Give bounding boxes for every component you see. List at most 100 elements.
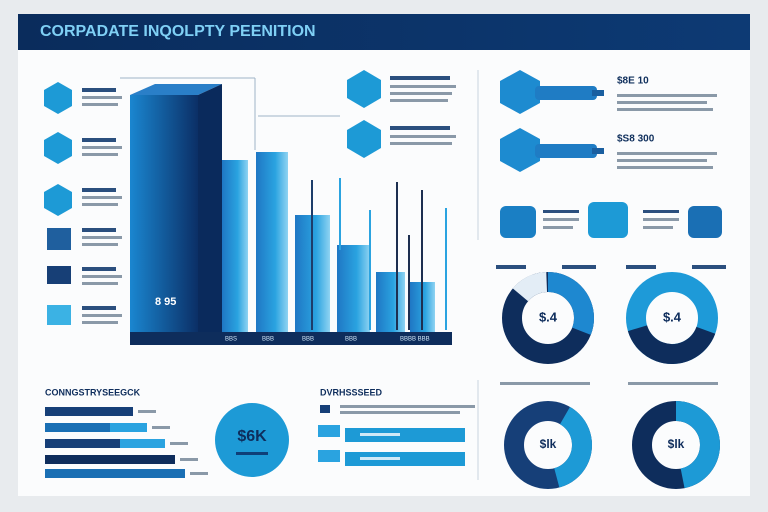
text-placeholder <box>138 410 156 413</box>
bar <box>337 245 370 332</box>
left-text-lines <box>82 88 122 324</box>
donut-segment <box>626 272 718 364</box>
text-placeholder <box>82 267 116 271</box>
text-placeholder <box>643 226 673 229</box>
icon <box>318 425 340 437</box>
text-placeholder <box>82 321 118 324</box>
donut-segment <box>502 272 594 364</box>
hex-icon <box>44 132 72 164</box>
text-placeholder <box>390 126 450 130</box>
hex-icon <box>347 70 381 108</box>
hbar <box>45 423 147 432</box>
text-placeholder <box>617 108 713 111</box>
donut-segment <box>502 272 594 364</box>
icon <box>47 266 71 284</box>
text-placeholder <box>643 210 679 213</box>
text-placeholder <box>390 76 450 80</box>
donut-segment <box>504 401 592 489</box>
bar-chart: 8 95 BBS BBB BBB BBB BBBB BBB <box>120 77 452 345</box>
icon <box>688 206 722 238</box>
text-placeholder <box>82 203 118 206</box>
section-title: DVRHSSSEED <box>320 387 383 397</box>
text-placeholder <box>82 236 122 239</box>
text-placeholder <box>340 411 460 414</box>
text-placeholder <box>643 218 679 221</box>
text-placeholder <box>500 382 590 385</box>
text-placeholder <box>82 228 116 232</box>
base-label: BBB <box>262 337 274 343</box>
text-placeholder <box>82 103 118 106</box>
text-placeholder <box>496 265 526 269</box>
pointer <box>535 144 597 158</box>
text-placeholder <box>82 96 122 99</box>
icon <box>47 228 71 250</box>
text-placeholder <box>390 142 452 145</box>
hex-icon <box>500 128 540 172</box>
text-placeholder <box>180 458 198 461</box>
hbar <box>120 439 165 448</box>
text-placeholder <box>390 135 456 138</box>
text-placeholder <box>562 265 596 269</box>
base-label: BBBB BBB <box>400 337 430 343</box>
bar <box>376 272 405 332</box>
text-placeholder <box>82 314 122 317</box>
text-placeholder <box>170 442 188 445</box>
donut-label: $lk <box>668 437 685 451</box>
text-placeholder <box>626 265 656 269</box>
icon <box>588 202 628 238</box>
stat-label: $6K <box>237 428 267 445</box>
text-placeholder <box>543 226 573 229</box>
text-placeholder <box>82 138 116 142</box>
icon <box>320 405 330 413</box>
text-placeholder <box>628 382 718 385</box>
bottom-middle: DVRHSSSEED <box>318 387 475 466</box>
text-placeholder <box>617 159 707 162</box>
text-placeholder <box>390 99 448 102</box>
text-placeholder <box>152 426 170 429</box>
text-placeholder <box>82 306 116 310</box>
left-icons <box>44 82 72 325</box>
hbar <box>45 439 165 448</box>
text-placeholder <box>82 243 118 246</box>
text-placeholder <box>82 196 122 199</box>
text-placeholder <box>82 153 118 156</box>
donut-label: $.4 <box>663 309 682 324</box>
stat-circle <box>215 403 289 477</box>
donut-label: $lk <box>540 437 557 451</box>
text-placeholder <box>543 210 579 213</box>
icon <box>500 206 536 238</box>
text-placeholder <box>190 472 208 475</box>
text-placeholder <box>617 101 707 104</box>
bar <box>222 160 248 332</box>
hex-icon <box>44 184 72 216</box>
hex-icon <box>347 120 381 158</box>
hbar <box>45 407 133 416</box>
bottom-left: CONNGSTRYSEEGCK $6K <box>45 387 289 478</box>
hbar <box>45 469 185 478</box>
shape <box>360 457 400 460</box>
text-placeholder <box>692 265 726 269</box>
text-placeholder <box>82 146 122 149</box>
text-placeholder <box>340 405 475 408</box>
shape <box>360 433 400 436</box>
hbar <box>110 423 147 432</box>
hbar <box>45 455 175 464</box>
base-label: BBS <box>225 337 237 343</box>
text-placeholder <box>617 94 717 97</box>
text-placeholder <box>617 152 717 155</box>
text-placeholder <box>390 92 452 95</box>
hex-icon <box>500 70 540 114</box>
text-placeholder <box>82 188 116 192</box>
right-panel: $8E 10 $S8 300 <box>500 70 722 238</box>
bar-label: 8 95 <box>155 296 176 308</box>
bar-side <box>198 84 222 332</box>
hex-icon <box>44 82 72 114</box>
text-placeholder <box>82 275 122 278</box>
text-placeholder <box>82 88 116 92</box>
icon <box>318 450 340 462</box>
title: CORPADATE INQOLPTY PEENITION <box>40 23 316 40</box>
donut-label: $.4 <box>539 309 558 324</box>
text-placeholder <box>82 282 118 285</box>
hbar <box>345 428 465 442</box>
